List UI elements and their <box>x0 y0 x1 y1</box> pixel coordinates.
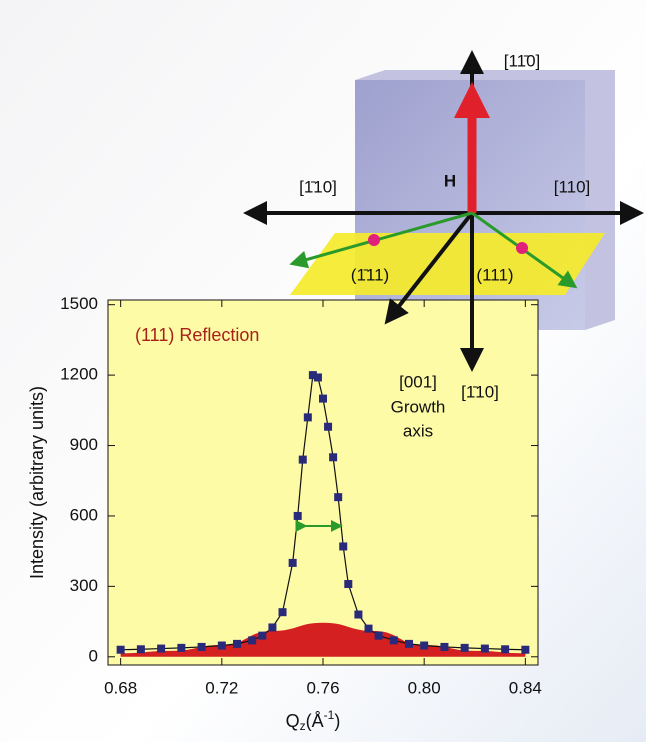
point <box>440 642 449 651</box>
point <box>334 493 343 502</box>
x-tick-label: 0.76 <box>306 678 339 697</box>
y-tick-label: 1200 <box>60 365 98 384</box>
fit-line <box>120 374 526 651</box>
point <box>460 643 469 652</box>
point <box>329 453 338 462</box>
label: (1̄11) <box>351 265 389 284</box>
point <box>420 641 429 650</box>
point <box>364 624 373 633</box>
point <box>308 371 317 380</box>
y-tick-label: 900 <box>70 435 98 454</box>
point <box>268 623 277 632</box>
x-axis-label-part: (Å <box>306 711 324 731</box>
point <box>233 639 241 648</box>
point <box>389 636 398 645</box>
x-axis-label-part: Q <box>286 711 300 731</box>
label: [1̄10] <box>461 382 499 401</box>
x-axis-label-part: z <box>300 719 306 733</box>
point <box>116 645 125 654</box>
spot <box>516 242 528 254</box>
label: [001] <box>399 372 437 391</box>
x-tick-label: 0.68 <box>104 678 137 697</box>
point <box>354 610 363 619</box>
x-axis-label-part: -1 <box>324 708 335 722</box>
point <box>374 631 383 640</box>
y-tick-label: 600 <box>70 505 98 524</box>
y-tick-label: 300 <box>70 576 98 595</box>
point <box>303 413 312 422</box>
point <box>177 643 186 652</box>
point <box>136 645 145 654</box>
label: [1̄10] <box>299 177 337 196</box>
x-tick-label: 0.72 <box>205 678 238 697</box>
y-axis-label: Intensity (arbitrary units) <box>27 386 47 579</box>
point <box>405 639 413 648</box>
point <box>258 631 267 640</box>
label: [11̄0] <box>504 51 541 70</box>
point <box>344 580 353 589</box>
point <box>288 558 297 567</box>
point <box>293 511 302 520</box>
spot <box>368 234 380 246</box>
axis-arrow <box>384 211 474 325</box>
axes-arrows: [11̄0] [1̄10] [110] H (1̄11) (111) [001]… <box>243 50 644 440</box>
label: H <box>444 171 456 190</box>
direction-arrow <box>289 211 473 269</box>
point <box>197 642 206 651</box>
x-axis-label-part: ) <box>334 711 340 731</box>
point <box>501 645 510 654</box>
label: axis <box>403 421 433 440</box>
y-tick-label: 0 <box>89 646 98 665</box>
point <box>248 636 257 645</box>
point <box>319 394 327 403</box>
x-axis-label: Qz(Å-1) <box>286 708 341 733</box>
chart-title: (111) Reflection <box>135 325 259 345</box>
label: Growth <box>391 397 446 416</box>
label: (111) <box>476 265 513 284</box>
point <box>521 645 530 654</box>
x-tick-label: 0.80 <box>408 678 441 697</box>
point <box>480 644 489 653</box>
y-tick-label: 1500 <box>60 294 98 313</box>
x-tick-label: 0.84 <box>509 678 542 697</box>
point <box>217 641 226 650</box>
point <box>313 373 322 382</box>
point <box>339 542 348 551</box>
point <box>324 422 333 431</box>
label: [110] <box>554 177 591 196</box>
point <box>278 608 287 617</box>
point <box>157 644 166 653</box>
point <box>298 455 307 464</box>
